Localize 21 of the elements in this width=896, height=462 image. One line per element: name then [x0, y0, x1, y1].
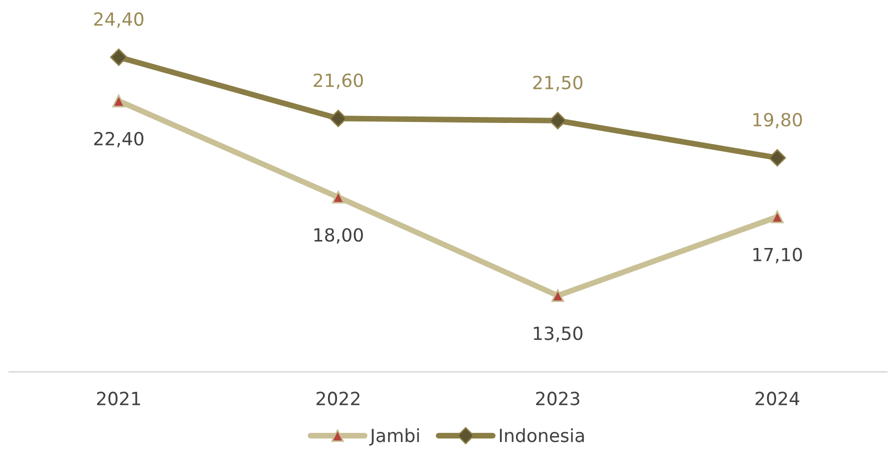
- legend-label: Jambi: [369, 428, 419, 446]
- point: [112, 94, 125, 108]
- point: [771, 210, 784, 224]
- data-label: 17,10: [753, 248, 802, 264]
- data-label: 24,40: [94, 12, 144, 28]
- data-label: 18,00: [314, 228, 363, 244]
- legend-label: Indonesia: [500, 428, 584, 442]
- data-label: 13,50: [534, 326, 582, 342]
- x-tick-label: 2024: [756, 392, 800, 406]
- data-label: 22,40: [94, 132, 144, 148]
- x-tick-label: 2021: [97, 392, 140, 406]
- point: [768, 149, 786, 166]
- x-tick-label: 2023: [536, 392, 580, 406]
- point: [332, 190, 344, 204]
- point: [549, 112, 566, 130]
- data-label: 21,50: [533, 76, 582, 92]
- x-tick-label: 2022: [316, 392, 360, 406]
- data-label: 21,60: [314, 74, 363, 90]
- point: [110, 48, 128, 66]
- point: [552, 289, 564, 302]
- data-label: 19,80: [753, 112, 802, 128]
